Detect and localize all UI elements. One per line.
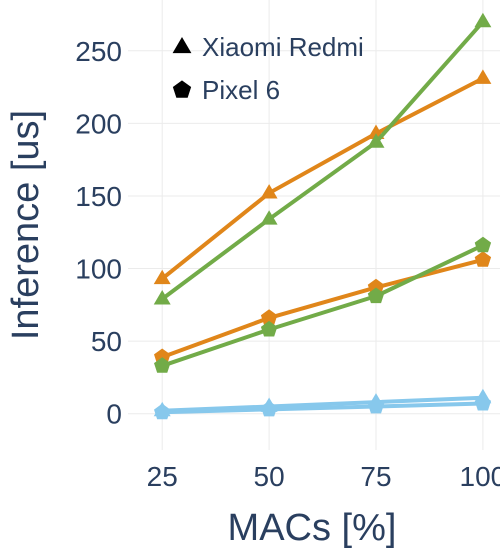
data-point-triangle — [474, 12, 492, 28]
data-point-pentagon — [474, 394, 492, 411]
y-tick-label: 150 — [75, 181, 122, 212]
series-line — [162, 401, 483, 415]
series-line — [161, 243, 484, 368]
data-point-pentagon — [260, 400, 278, 417]
series-line — [161, 20, 485, 301]
pentagon-legend-icon — [172, 80, 192, 98]
x-tick-label: 100 — [460, 461, 500, 492]
legend-label: Xiaomi Redmi — [202, 32, 364, 62]
data-point-pentagon — [260, 320, 278, 337]
data-point-triangle — [260, 210, 278, 225]
series-pentagon-2 — [154, 251, 492, 365]
data-series — [153, 12, 492, 420]
legend-entry-0: Xiaomi Redmi — [172, 32, 364, 62]
series-line — [162, 395, 483, 413]
data-point-pentagon — [154, 403, 171, 420]
y-axis-title: Inference [us] — [5, 110, 47, 340]
data-point-pentagon — [474, 251, 492, 267]
series-pentagon-3 — [154, 236, 492, 373]
data-point-pentagon — [367, 287, 385, 304]
x-tick-label: 50 — [254, 461, 285, 492]
data-point-pentagon — [154, 357, 171, 373]
x-axis-ticks: 25 50 75 100 — [147, 461, 500, 492]
legend: Xiaomi Redmi Pixel 6 — [172, 32, 364, 105]
x-axis-title: MACs [%] — [228, 507, 397, 549]
series-triangle-0 — [153, 69, 492, 285]
series-line — [160, 76, 484, 281]
x-tick-label: 25 — [147, 461, 178, 492]
series-pentagon-5 — [154, 394, 492, 420]
legend-entry-1: Pixel 6 — [172, 75, 280, 105]
y-tick-label: 50 — [91, 326, 122, 357]
y-tick-label: 250 — [75, 36, 122, 67]
y-tick-label: 100 — [75, 254, 122, 285]
x-tick-label: 75 — [360, 461, 391, 492]
y-tick-label: 0 — [106, 399, 122, 430]
data-point-triangle — [153, 290, 171, 305]
series-line — [161, 257, 484, 359]
data-point-triangle — [474, 69, 492, 84]
legend-label: Pixel 6 — [202, 75, 280, 105]
data-point-pentagon — [474, 236, 492, 253]
y-tick-label: 200 — [75, 108, 122, 139]
data-point-pentagon — [367, 397, 385, 414]
data-point-triangle — [367, 133, 385, 148]
data-point-triangle — [260, 184, 278, 199]
series-triangle-1 — [153, 12, 492, 305]
data-point-triangle — [153, 269, 171, 285]
y-axis-ticks: 0 50 100 150 200 250 — [75, 36, 122, 430]
triangle-legend-icon — [172, 37, 192, 54]
